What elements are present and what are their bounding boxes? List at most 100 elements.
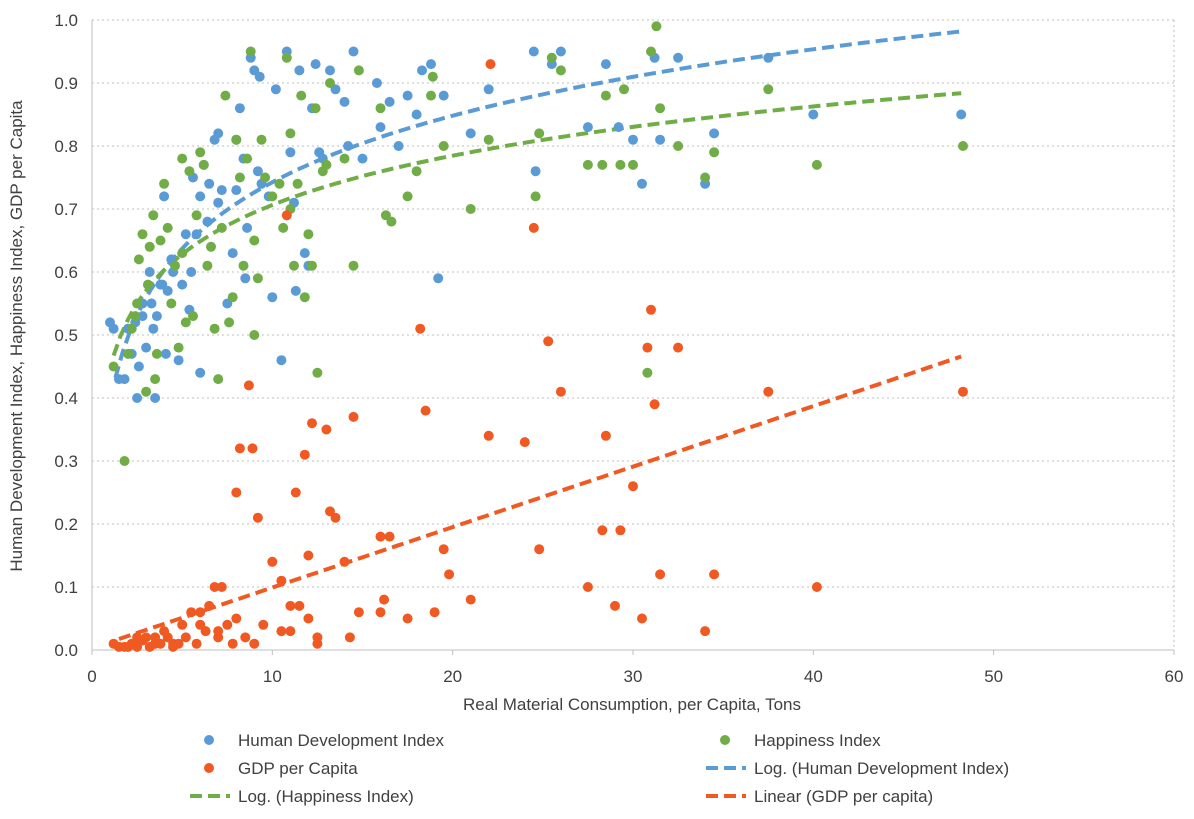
gdp-per-capita-point — [258, 619, 269, 630]
human-development-index-point — [956, 109, 967, 120]
gdp-per-capita-point — [267, 556, 278, 567]
human-development-index-point — [763, 52, 774, 63]
gdp-per-capita-point — [700, 626, 711, 637]
human-development-index-point — [426, 59, 436, 70]
happiness-index-point — [202, 260, 213, 271]
happiness-index-point — [130, 311, 141, 322]
x-tick-label: 50 — [984, 667, 1003, 686]
human-development-index-point — [371, 78, 382, 88]
happiness-index-point — [615, 159, 626, 170]
human-development-index-point — [655, 134, 666, 145]
gdp-per-capita-point — [231, 487, 242, 498]
human-development-index-point — [119, 374, 130, 385]
legend-marker — [204, 763, 214, 773]
gdp-per-capita-point — [243, 380, 254, 391]
gdp-per-capita-point — [321, 424, 332, 435]
human-development-index-point — [133, 361, 144, 372]
happiness-index-point — [238, 260, 249, 271]
gdp-per-capita-point — [200, 626, 211, 637]
legend-label: Log. (Happiness Index) — [238, 787, 414, 806]
human-development-index-point — [343, 141, 354, 151]
gdp-per-capita-point — [330, 512, 341, 523]
happiness-index-point — [673, 141, 684, 151]
gdp-per-capita-point — [344, 632, 355, 643]
human-development-index-point — [144, 267, 155, 277]
y-tick-label: 0.3 — [54, 452, 78, 471]
legend-label: Happiness Index — [754, 731, 881, 750]
happiness-index-point — [123, 348, 134, 359]
gdp-per-capita-point — [303, 550, 314, 561]
x-axis-title: Real Material Consumption, per Capita, T… — [463, 695, 801, 714]
legend-label: Linear (GDP per capita) — [754, 787, 933, 806]
happiness-index-point — [213, 374, 224, 385]
y-tick-label: 1.0 — [54, 11, 78, 30]
human-development-index-point — [146, 298, 157, 309]
gdp-per-capita-point — [177, 619, 188, 630]
gdp-per-capita-point — [132, 632, 143, 643]
gdp-per-capita-point — [186, 607, 197, 618]
human-development-index-point — [375, 122, 386, 133]
happiness-index-point — [231, 134, 242, 145]
legend-item-gdp-per-capita: GDP per Capita — [204, 759, 358, 778]
human-development-index-point — [151, 311, 162, 322]
human-development-index-point — [137, 311, 148, 322]
gdp-per-capita-point — [299, 449, 310, 460]
legend-item-log-happiness-index: Log. (Happiness Index) — [190, 787, 414, 806]
legend-item-linear-gdp-per-capita: Linear (GDP per capita) — [706, 787, 933, 806]
gdp-per-capita-point — [276, 626, 287, 637]
happiness-index-point — [252, 273, 263, 284]
human-development-index-point — [384, 96, 395, 107]
happiness-index-point — [483, 134, 494, 145]
happiness-index-point — [292, 178, 303, 189]
happiness-index-point — [177, 153, 188, 164]
gridlines — [92, 19, 1175, 650]
happiness-index-point — [582, 159, 593, 170]
human-development-index-point — [339, 96, 350, 107]
gdp-per-capita-point — [285, 600, 296, 611]
human-development-index-point — [213, 197, 224, 208]
gdp-per-capita-point — [958, 386, 968, 397]
human-development-index-point — [600, 59, 611, 70]
human-development-index-point — [202, 216, 213, 227]
happiness-index-point — [274, 178, 285, 189]
happiness-index-point — [555, 65, 566, 76]
gdp-per-capita-point — [276, 575, 287, 586]
gdp-per-capita-point — [384, 531, 395, 542]
gdp-per-capita-point — [420, 405, 431, 416]
happiness-index-point — [155, 235, 166, 246]
human-development-index-point — [285, 147, 296, 158]
gdp-per-capita-point — [483, 430, 494, 441]
happiness-index-point — [206, 241, 216, 252]
x-tick-label: 10 — [263, 667, 282, 686]
human-development-index-point — [204, 178, 215, 189]
happiness-index-point — [184, 166, 195, 177]
happiness-index-point — [402, 191, 413, 202]
human-development-index-point — [555, 46, 566, 57]
happiness-index-point — [278, 222, 289, 233]
gdp-per-capita-point — [528, 222, 539, 233]
human-development-index-point — [141, 342, 152, 353]
human-development-index-point — [270, 84, 281, 95]
human-development-index-point — [159, 191, 170, 202]
y-tick-label: 0.1 — [54, 578, 78, 597]
gdp-per-capita-point — [646, 304, 656, 315]
legend-label: Human Development Index — [238, 731, 445, 750]
happiness-index-point — [198, 159, 209, 170]
human-development-index-point — [294, 65, 305, 76]
y-tick-label: 0.7 — [54, 200, 78, 219]
human-development-index-point — [216, 185, 227, 196]
gdp-per-capita-point — [240, 632, 251, 643]
happiness-index-point — [296, 90, 307, 101]
x-tick-label: 60 — [1165, 667, 1184, 686]
human-development-index-point — [393, 141, 404, 151]
human-development-index-point — [357, 153, 368, 164]
human-development-index-point — [528, 46, 539, 57]
y-tick-label: 0.4 — [54, 389, 78, 408]
happiness-index-point — [242, 153, 253, 164]
human-development-index-point — [276, 355, 287, 366]
human-development-index-point — [186, 267, 197, 277]
gdp-per-capita-point — [339, 556, 350, 567]
gdp-per-capita-point — [375, 607, 386, 618]
happiness-index-point — [150, 374, 161, 385]
human-development-index-point — [530, 166, 541, 177]
